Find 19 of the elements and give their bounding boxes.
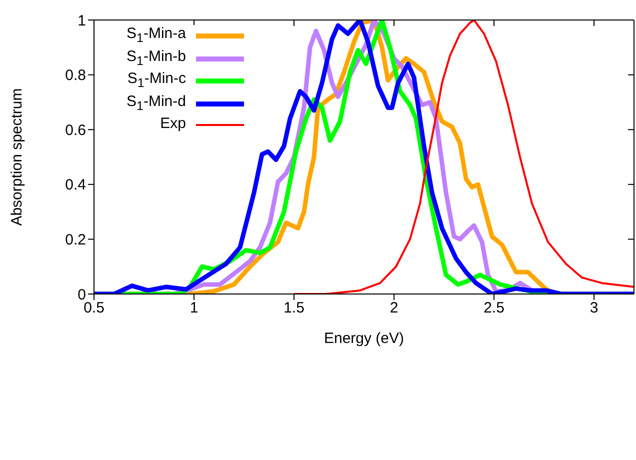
x-tick-label: 2 — [390, 300, 398, 317]
legend-label: S$_{1}$-Min-b — [126, 48, 186, 70]
legend-label: Exp — [159, 115, 186, 134]
legend-label: S$_{1}$-Min-d — [126, 92, 186, 115]
x-tick-label: 0.5 — [84, 300, 104, 317]
x-tick-label: 3 — [590, 300, 598, 317]
y-tick-label: 0.4 — [65, 176, 86, 194]
y-tick-label: 0.8 — [65, 67, 86, 84]
x-axis-title: Energy (eV) — [324, 330, 404, 348]
legend-label: S$_{1}$-Min-a — [126, 25, 186, 47]
y-tick-label: 1 — [78, 12, 86, 30]
legend-label: S$_{1}$-Min-c — [126, 70, 186, 92]
x-tick-label: 1.5 — [284, 300, 304, 317]
y-axis-title: Absorption spectrum — [8, 88, 26, 226]
y-tick-label: 0 — [78, 286, 86, 304]
x-tick-label: 2.5 — [484, 300, 504, 317]
y-tick-label: 0.6 — [65, 122, 86, 139]
y-tick-label: 0.2 — [65, 232, 86, 249]
x-tick-label: 1 — [190, 300, 198, 317]
